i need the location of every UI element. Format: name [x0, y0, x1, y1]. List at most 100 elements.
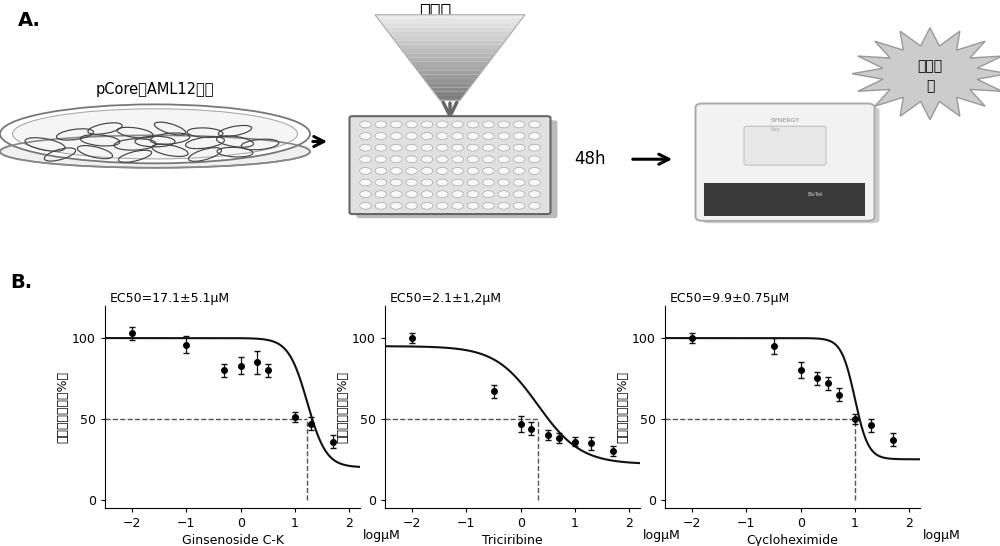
Circle shape: [529, 133, 540, 139]
Circle shape: [513, 133, 525, 139]
Circle shape: [406, 133, 417, 139]
Circle shape: [529, 144, 540, 151]
Circle shape: [437, 179, 448, 186]
Circle shape: [513, 156, 525, 163]
Circle shape: [421, 144, 433, 151]
Circle shape: [483, 179, 494, 186]
Circle shape: [421, 168, 433, 174]
Text: logμM: logμM: [643, 529, 680, 542]
Circle shape: [390, 121, 402, 128]
Polygon shape: [375, 15, 525, 19]
Circle shape: [513, 121, 525, 128]
Polygon shape: [394, 40, 506, 45]
Circle shape: [390, 179, 402, 186]
X-axis label: Cycloheximide: Cycloheximide: [747, 534, 838, 546]
Circle shape: [513, 179, 525, 186]
Circle shape: [529, 191, 540, 198]
Ellipse shape: [0, 104, 310, 163]
Text: EC50=17.1±5.1μM: EC50=17.1±5.1μM: [110, 292, 230, 305]
Circle shape: [421, 133, 433, 139]
Circle shape: [452, 156, 463, 163]
Circle shape: [375, 133, 387, 139]
Circle shape: [406, 191, 417, 198]
Circle shape: [529, 168, 540, 174]
Polygon shape: [398, 45, 502, 49]
Polygon shape: [391, 36, 509, 40]
Circle shape: [467, 121, 479, 128]
Text: EC50=2.1±1,2μM: EC50=2.1±1,2μM: [390, 292, 502, 305]
Circle shape: [375, 203, 387, 209]
Circle shape: [483, 191, 494, 198]
Polygon shape: [385, 27, 515, 32]
Text: BioTek: BioTek: [807, 192, 823, 197]
Text: A.: A.: [18, 10, 41, 29]
Circle shape: [513, 144, 525, 151]
Circle shape: [406, 156, 417, 163]
Text: B.: B.: [10, 273, 32, 292]
Circle shape: [452, 179, 463, 186]
Circle shape: [498, 168, 510, 174]
Circle shape: [375, 156, 387, 163]
Circle shape: [483, 121, 494, 128]
Polygon shape: [852, 28, 1000, 120]
Circle shape: [483, 156, 494, 163]
Circle shape: [498, 191, 510, 198]
Text: 发光检: 发光检: [917, 59, 943, 73]
Circle shape: [483, 168, 494, 174]
Circle shape: [390, 133, 402, 139]
Text: 测: 测: [926, 80, 934, 94]
Y-axis label: 相对发光强度（%）: 相对发光强度（%）: [616, 371, 629, 443]
Text: 化合物: 化合物: [419, 3, 451, 21]
Circle shape: [375, 191, 387, 198]
FancyBboxPatch shape: [356, 120, 557, 218]
Polygon shape: [417, 70, 483, 75]
Circle shape: [498, 203, 510, 209]
Circle shape: [390, 156, 402, 163]
Circle shape: [483, 144, 494, 151]
Circle shape: [498, 133, 510, 139]
Circle shape: [437, 121, 448, 128]
Circle shape: [437, 191, 448, 198]
Circle shape: [406, 168, 417, 174]
Circle shape: [467, 179, 479, 186]
Polygon shape: [437, 96, 463, 100]
Circle shape: [421, 191, 433, 198]
Circle shape: [452, 191, 463, 198]
Circle shape: [452, 168, 463, 174]
Circle shape: [360, 168, 371, 174]
Circle shape: [483, 203, 494, 209]
FancyBboxPatch shape: [695, 104, 874, 221]
Ellipse shape: [12, 109, 298, 159]
Circle shape: [390, 144, 402, 151]
Circle shape: [421, 179, 433, 186]
Circle shape: [498, 179, 510, 186]
Circle shape: [529, 179, 540, 186]
Circle shape: [437, 144, 448, 151]
Circle shape: [375, 144, 387, 151]
Circle shape: [467, 144, 479, 151]
Bar: [704, 183, 865, 216]
Polygon shape: [382, 23, 518, 27]
Circle shape: [406, 179, 417, 186]
Circle shape: [498, 121, 510, 128]
Circle shape: [421, 156, 433, 163]
Circle shape: [437, 156, 448, 163]
Circle shape: [467, 133, 479, 139]
Circle shape: [390, 191, 402, 198]
Polygon shape: [427, 83, 473, 87]
Circle shape: [513, 191, 525, 198]
Polygon shape: [401, 49, 499, 53]
Circle shape: [406, 203, 417, 209]
Circle shape: [498, 144, 510, 151]
Text: Neo: Neo: [770, 127, 780, 132]
Circle shape: [360, 144, 371, 151]
Circle shape: [390, 203, 402, 209]
Polygon shape: [430, 87, 470, 92]
Polygon shape: [434, 92, 466, 96]
Circle shape: [360, 121, 371, 128]
Circle shape: [483, 133, 494, 139]
Circle shape: [498, 156, 510, 163]
Polygon shape: [388, 32, 512, 36]
Circle shape: [513, 203, 525, 209]
Text: pCore－AML12细胞: pCore－AML12细胞: [96, 82, 214, 97]
